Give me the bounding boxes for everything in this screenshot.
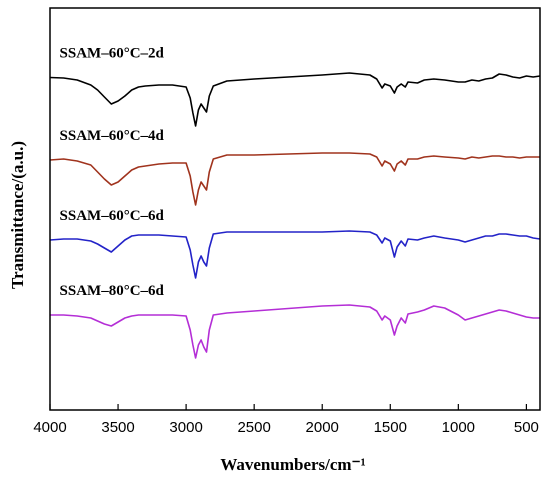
x-tick-label: 3500 [101, 419, 134, 436]
y-axis-label: Transmittance/(a.u.) [8, 141, 27, 289]
series-label-4: SSAM–80°C–6d [60, 283, 165, 299]
x-tick-label: 2500 [237, 419, 270, 436]
x-axis-ticks: 4000 3500 3000 2500 2000 1500 1000 500 [33, 404, 539, 436]
series-line-2 [49, 152, 540, 206]
x-tick-label: 1000 [442, 419, 475, 436]
series-layer [49, 72, 541, 359]
series-label-3: SSAM–60°C–6d [60, 208, 165, 224]
series-line-1 [49, 72, 541, 127]
plot-border [49, 7, 541, 411]
x-tick-label: 500 [514, 419, 539, 436]
x-tick-label: 1500 [374, 419, 407, 436]
x-axis-label: Wavenumbers/cm⁻¹ [220, 455, 365, 474]
x-tick-label: 3000 [169, 419, 202, 436]
series-label-layer: SSAM–60°C–2d SSAM–60°C–4d SSAM–60°C–6d SSAM… [60, 46, 165, 300]
series-label-2: SSAM–60°C–4d [60, 128, 165, 144]
series-label-1: SSAM–60°C–2d [60, 46, 165, 62]
x-tick-label: 4000 [33, 419, 66, 436]
plot-frame [49, 7, 541, 411]
x-tick-label: 2000 [306, 419, 339, 436]
series-line-3 [49, 230, 541, 279]
series-line-4 [50, 304, 540, 359]
